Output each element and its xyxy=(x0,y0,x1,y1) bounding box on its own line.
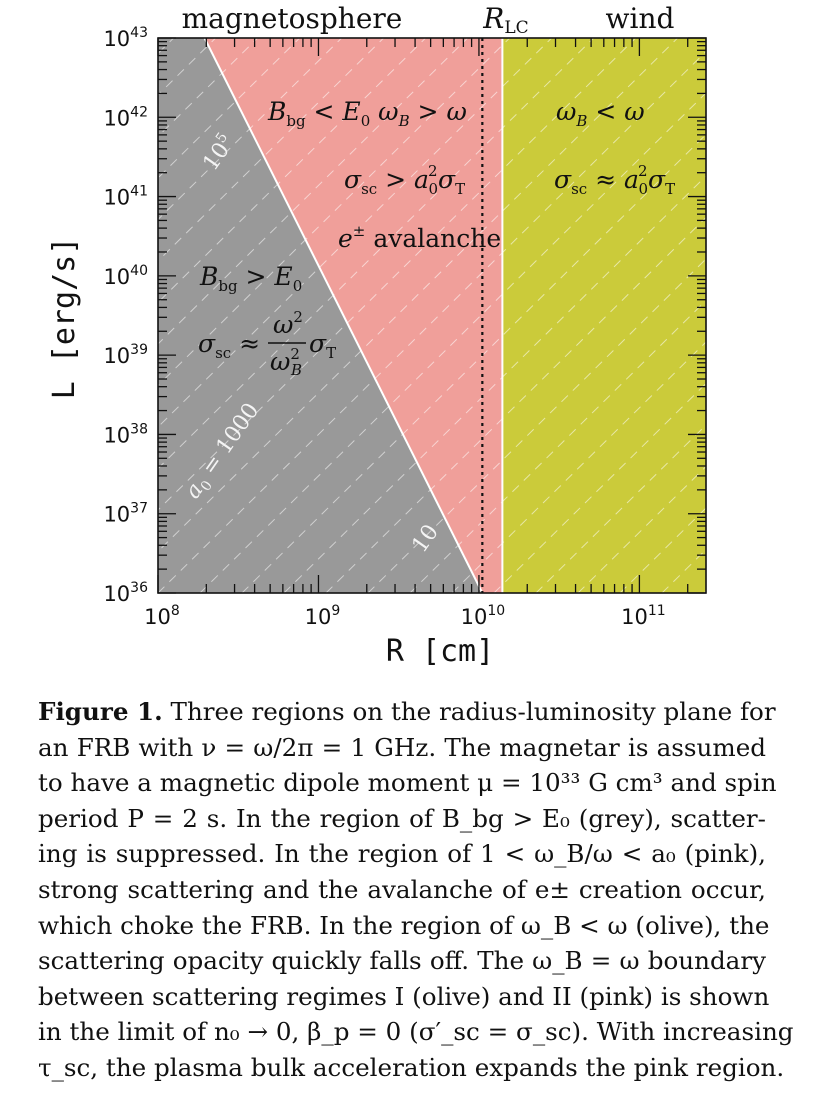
axis-ticks xyxy=(157,37,706,594)
y-tick-label: 1039 xyxy=(103,342,148,368)
tick-label-base: 10 xyxy=(621,605,648,629)
tick-label-exponent: 38 xyxy=(130,421,148,437)
pink-avalanche-label: e± avalanche xyxy=(338,222,501,253)
y-axis-label: L [erg/s] xyxy=(47,237,82,400)
grey-scattering-denominator: ω2 B xyxy=(270,345,302,379)
plot-border xyxy=(157,37,707,594)
caption-line-text: Three regions on the radius-luminosity p… xyxy=(162,697,776,726)
x-tick-label: 108 xyxy=(144,603,180,629)
caption-line: scattering opacity quickly falls off. Th… xyxy=(38,946,766,976)
pink-scattering-label: σsc > a2 0σT xyxy=(344,162,465,198)
tick-label-base: 10 xyxy=(461,605,488,629)
wind-label: wind xyxy=(606,2,675,35)
y-tick-label: 1042 xyxy=(103,104,148,130)
caption-line: which choke the FRB. In the region of ω_… xyxy=(38,910,770,940)
caption-line: τ_sc, the plasma bulk acceleration expan… xyxy=(38,1052,785,1082)
y-tick-label: 1036 xyxy=(103,580,148,606)
pink-condition-label: Bbg < E0 ωB > ω xyxy=(267,97,467,130)
grey-region xyxy=(158,38,483,593)
a0-contour-line xyxy=(283,175,706,593)
tick-label-base: 10 xyxy=(103,27,130,51)
plot-frame xyxy=(157,37,707,594)
a0-contour-line xyxy=(746,0,813,593)
tick-label-exponent: 40 xyxy=(130,263,148,279)
a0-contour-line xyxy=(158,38,511,387)
olive-condition-label: ωB < ω xyxy=(556,97,645,130)
tick-label-exponent: 37 xyxy=(130,501,148,517)
figure-1-chart: 108 109 1010 101110361037103810391040104110… xyxy=(47,0,813,669)
grey-pink-boundary xyxy=(203,38,484,593)
a0-contour-line xyxy=(158,38,427,304)
a0-contour-line xyxy=(158,38,637,511)
tick-label-base: 10 xyxy=(305,605,332,629)
y-tick-label: 1038 xyxy=(103,421,148,447)
tick-label-exponent: 11 xyxy=(648,603,666,619)
grey-scattering-numerator: ω2 xyxy=(273,308,303,339)
y-tick-label: 1037 xyxy=(103,501,148,527)
tick-label-base: 10 xyxy=(103,423,130,447)
caption-label: Figure 1. xyxy=(38,697,163,726)
tick-label-exponent: 39 xyxy=(130,342,148,358)
a0-contour-line xyxy=(158,38,469,345)
caption-line: an FRB with ν = ω/2π = 1 GHz. The magnet… xyxy=(38,732,766,762)
caption-line: period P = 2 s. In the region of B_bg > … xyxy=(38,803,766,833)
boundary-lines-layer xyxy=(203,38,504,593)
pink-region xyxy=(204,38,503,593)
tick-label-exponent: 42 xyxy=(130,104,148,120)
a0-contour-line xyxy=(703,590,706,593)
y-tick-label: 1043 xyxy=(103,25,148,51)
light-cylinder-label: RLC xyxy=(482,2,528,38)
a0-contour-line xyxy=(158,38,679,553)
a0-contour-line xyxy=(241,133,706,593)
tick-label-base: 10 xyxy=(103,186,130,210)
tick-label-base: 10 xyxy=(103,582,130,606)
caption-line: in the limit of n₀ → 0, β_p = 0 (σ′_sc =… xyxy=(38,1017,794,1047)
tick-label-base: 10 xyxy=(103,503,130,527)
magnetosphere-label: magnetosphere xyxy=(182,2,403,35)
tick-label-exponent: 43 xyxy=(130,25,148,41)
tick-label-base: 10 xyxy=(103,344,130,368)
x-tick-label: 109 xyxy=(305,603,341,629)
x-tick-label: 1010 xyxy=(461,603,506,629)
grey-condition-label: Bbg > E0 xyxy=(199,262,302,295)
caption-line: to have a magnetic dipole moment μ = 10³… xyxy=(38,768,777,798)
tick-label-exponent: 36 xyxy=(130,580,148,596)
caption-line: strong scattering and the avalanche of e… xyxy=(38,874,766,904)
x-tick-label: 1011 xyxy=(621,603,666,629)
caption-line: Figure 1. Three regions on the radius-lu… xyxy=(38,694,776,730)
caption-line: ing is suppressed. In the region of 1 < … xyxy=(38,839,766,869)
a0-contour-line xyxy=(199,92,706,593)
olive-scattering-label: σsc ≈ a2 0σT xyxy=(554,162,675,198)
grey-scattering-rhs: σT xyxy=(309,329,336,362)
tick-label-base: 10 xyxy=(103,265,130,289)
a0-contour-line xyxy=(367,258,706,593)
tick-label-exponent: 41 xyxy=(130,184,148,200)
tick-label-base: 10 xyxy=(103,106,130,130)
a0-contours-layer xyxy=(158,0,813,593)
a0-contour-line xyxy=(158,38,595,470)
y-tick-label: 1040 xyxy=(103,263,148,289)
a0-contour-line xyxy=(158,50,706,593)
tick-label-exponent: 10 xyxy=(487,603,505,619)
tick-label-exponent: 9 xyxy=(331,603,340,619)
tick-label-base: 10 xyxy=(144,605,171,629)
tick-labels: 108 109 1010 101110361037103810391040104110… xyxy=(103,25,665,629)
a0-contour-line xyxy=(325,216,706,593)
a0-contour-line xyxy=(788,0,813,593)
caption-line: between scattering regimes I (olive) and… xyxy=(38,981,770,1011)
tick-label-exponent: 8 xyxy=(171,603,180,619)
x-axis-label: R [cm] xyxy=(386,634,494,669)
y-tick-label: 1041 xyxy=(103,184,148,210)
figure-caption: Figure 1. Three regions on the radius-lu… xyxy=(38,694,794,1086)
a0-contour-line xyxy=(158,38,553,428)
grey-scattering-lhs: σsc ≈ xyxy=(198,329,260,362)
